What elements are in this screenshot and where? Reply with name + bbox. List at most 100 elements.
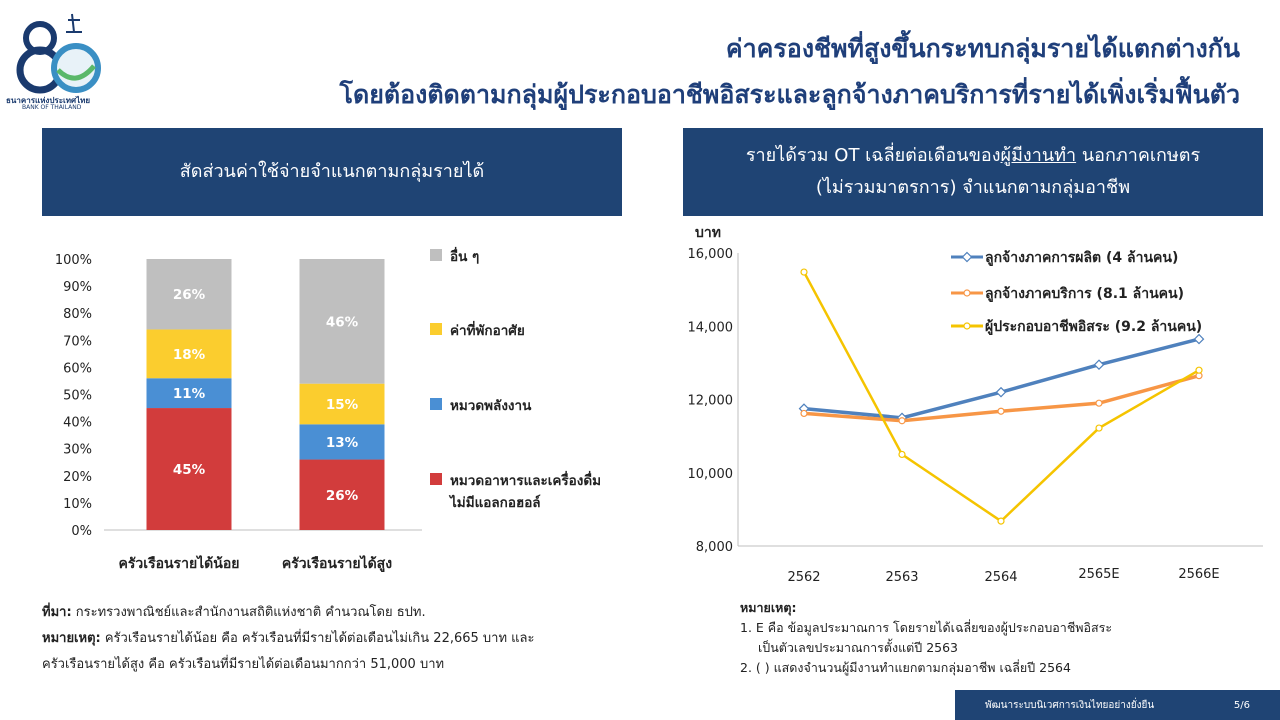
legend-marker (961, 251, 973, 263)
y-tick-label: 14,000 (688, 320, 734, 335)
footer-bar: พัฒนาระบบนิเวศการเงินไทยอย่างยั่งยืน 5/6 (955, 690, 1280, 720)
left-notes: ที่มา: กระทรวงพาณิชย์และสำนักงานสถิติแห่… (42, 600, 632, 678)
legend-swatch-housing (430, 323, 442, 335)
legend-item-other: อื่น ๆ (430, 246, 479, 268)
page-title-line1: ค่าครองชีพที่สูงขึ้นกระทบกลุ่มรายได้แตกต… (725, 34, 1240, 63)
right-panel-title-underlined: ผู้มีงานทำ (1000, 145, 1077, 166)
legend-label-energy: หมวดพลังงาน (450, 398, 532, 414)
x-tick-label: 2563 (885, 570, 918, 585)
data-point (1093, 359, 1105, 371)
legend-swatch-energy (430, 398, 442, 410)
legend-swatch-food (430, 473, 442, 485)
bar-data-label: 45% (173, 462, 206, 478)
bar-segment (146, 408, 232, 530)
data-point (995, 386, 1007, 398)
data-point (800, 409, 808, 418)
data-point (1193, 333, 1205, 345)
bar-segment (299, 383, 385, 425)
right-note-2: 2. ( ) แสดงจำนวนผู้มีงานทำแยกตามกลุ่มอาช… (740, 660, 1071, 675)
page-number: 5/6 (1233, 699, 1250, 711)
left-panel-header: สัดส่วนค่าใช้จ่ายจำแนกตามกลุ่มรายได้ (42, 128, 622, 216)
data-point (898, 417, 906, 425)
right-note-1b: เป็นตัวเลขประมาณการตั้งแต่ปี 2563 (758, 640, 958, 655)
y-tick-label: 80% (63, 307, 92, 322)
bar-data-label: 15% (326, 397, 359, 413)
right-panel-title-line2: (ไม่รวมมาตรการ) จำแนกตามกลุ่มอาชีพ (815, 177, 1131, 198)
category-label: ครัวเรือนรายได้น้อย (119, 554, 240, 572)
data-point (997, 517, 1005, 525)
x-tick-label: 2562 (787, 570, 820, 585)
bar-data-label: 11% (173, 386, 206, 402)
left-panel-title: สัดส่วนค่าใช้จ่ายจำแนกตามกลุ่มรายได้ (179, 161, 485, 182)
bar-segment (299, 259, 385, 384)
y-tick-label: 10% (63, 497, 92, 512)
y-tick-label: 0% (71, 524, 92, 539)
y-tick-label: 90% (63, 280, 92, 295)
legend-label-housing: ค่าที่พักอาศัย (450, 323, 525, 339)
remark-label: หมายเหตุ: (42, 631, 101, 646)
series-line (803, 337, 1200, 420)
right-note-1: 1. E คือ ข้อมูลประมาณการ โดยรายได้เฉลี่ย… (740, 620, 1113, 635)
legend-label: ผู้ประกอบอาชีพอิสระ (9.2 ล้านคน) (985, 319, 1202, 335)
source-text: กระทรวงพาณิชย์และสำนักงานสถิติแห่งชาติ ค… (71, 605, 426, 620)
stacked-bar-chart: 0% 10% 20% 30% 40% 50% 60% 70% 80% 90% 100% 45% 11% 1… (55, 253, 422, 572)
legend-label-other: อื่น ๆ (450, 249, 480, 265)
source-label: ที่มา: (42, 605, 72, 620)
bar-data-label: 18% (173, 347, 206, 363)
bar-segment (146, 329, 232, 379)
bar-segment (146, 378, 232, 409)
legend-item-housing: ค่าที่พักอาศัย (430, 320, 525, 342)
y-tick-label: 20% (63, 470, 92, 485)
page-title: ค่าครองชีพที่สูงขึ้นกระทบกลุ่มรายได้แตกต… (340, 26, 1240, 118)
legend-marker (963, 322, 971, 330)
category-label: ครัวเรือนรายได้สูง (282, 554, 392, 572)
y-tick-label: 30% (63, 443, 92, 458)
y-tick-label: 12,000 (688, 394, 734, 409)
y-tick-label: 60% (63, 361, 92, 376)
bot-80-logo (10, 8, 110, 112)
remark-text1: ครัวเรือนรายได้น้อย คือ ครัวเรือนที่มีรา… (100, 631, 535, 646)
bar-segment (299, 424, 385, 460)
data-point (800, 268, 808, 276)
y-tick-label: 100% (55, 253, 92, 268)
bar-data-label: 46% (326, 314, 359, 330)
logo-graphic (16, 13, 101, 94)
data-point (1095, 424, 1103, 432)
legend-marker (963, 289, 971, 297)
right-panel-header: รายได้รวม OT เฉลี่ยต่อเดือนของผู้มีงานทำ… (683, 128, 1263, 216)
data-point (1195, 366, 1203, 374)
right-notes-label: หมายเหตุ: (740, 600, 797, 615)
legend-item-food: หมวดอาหารและเครื่องดื่ม ไม่มีแอลกอฮอล์ (430, 470, 601, 514)
data-point (1095, 399, 1103, 407)
x-tick-label: 2564 (984, 570, 1017, 585)
bar-segment (299, 459, 385, 530)
legend-label-food: หมวดอาหารและเครื่องดื่ม ไม่มีแอลกอฮอล์ (450, 470, 601, 514)
x-tick-label: 2566E (1178, 567, 1219, 582)
y-tick-label: 8,000 (696, 540, 733, 555)
legend-swatch-other (430, 249, 442, 261)
legend-label: ลูกจ้างภาคการผลิต (4 ล้านคน) (985, 250, 1178, 266)
bar-data-label: 13% (326, 435, 359, 451)
y-tick-label: 40% (63, 416, 92, 431)
footer-text: พัฒนาระบบนิเวศการเงินไทยอย่างยั่งยืน (985, 699, 1155, 711)
legend-label: ลูกจ้างภาคบริการ (8.1 ล้านคน) (985, 286, 1184, 302)
bar-chart-legend: อื่น ๆ ค่าที่พักอาศัย หมวดพลังงาน หมวดอา… (430, 240, 630, 530)
source-note: ที่มา: กระทรวงพาณิชย์และสำนักงานสถิติแห่… (42, 600, 632, 626)
legend-label-food-line2: ไม่มีแอลกอฮอล์ (450, 495, 541, 511)
legend-label-food-line1: หมวดอาหารและเครื่องดื่ม (450, 473, 602, 489)
bar-data-label: 26% (326, 488, 359, 504)
brand-name-en: BANK OF THAILAND (22, 104, 82, 111)
brand-name-th: ธนาคารแห่งประเทศไทย (6, 96, 91, 105)
y-tick-label: 10,000 (688, 467, 734, 482)
x-tick-label: 2565E (1078, 567, 1119, 582)
right-notes: หมายเหตุ: 1. E คือ ข้อมูลประมาณการ โดยรา… (740, 598, 1260, 678)
line-chart: บาท 8,000 10,000 12,000 14,000 16,000 2562 2563… (688, 225, 1263, 585)
legend-item-energy: หมวดพลังงาน (430, 395, 531, 417)
data-point (997, 407, 1005, 415)
page-title-line2: โดยต้องติดตามกลุ่มผู้ประกอบอาชีพอิสระและ… (339, 80, 1240, 109)
y-axis-unit: บาท (695, 225, 721, 241)
remark-text2: ครัวเรือนรายได้สูง คือ ครัวเรือนที่มีราย… (42, 657, 445, 672)
y-tick-label: 50% (63, 389, 92, 404)
right-panel-title-part1: รายได้รวม OT เฉลี่ยต่อเดือนของ (745, 145, 1001, 166)
right-panel-title-part2: นอกภาคเกษตร (1076, 145, 1201, 166)
